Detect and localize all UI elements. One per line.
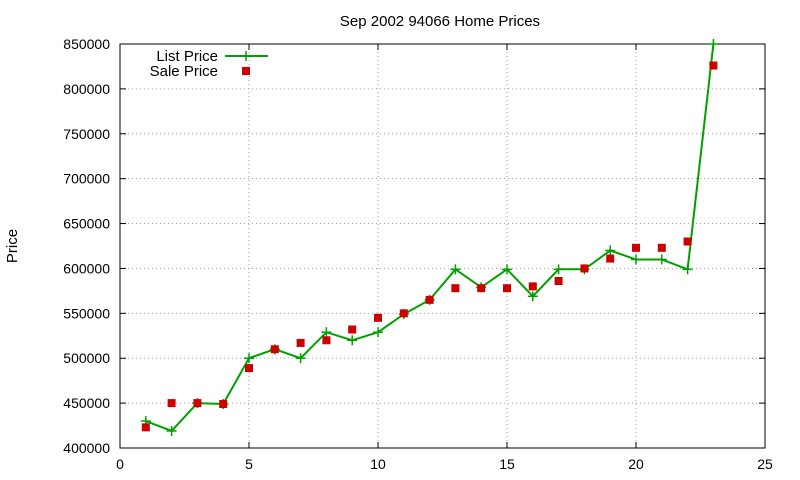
legend-swatch-plus [241,51,251,61]
sale-price-point [683,237,692,246]
sale-price-point [657,243,666,252]
list-price-line [145,43,715,433]
list-price-point [605,245,616,256]
sale-price-point [296,338,305,347]
sale-price-point [709,61,718,70]
x-tick-label: 15 [499,456,515,472]
list-price-point [450,264,461,275]
list-price-point [682,264,693,275]
sale-price-point [245,364,253,373]
list-price-point [347,335,358,346]
list-price-point [244,353,254,364]
list-price-point [708,39,719,49]
sale-price-point [632,243,640,252]
legend-swatch-square [242,67,250,75]
list-price-point [631,254,641,265]
y-tick-label: 500000 [63,350,110,366]
sale-price-point [399,309,408,318]
list-price-point [656,254,667,265]
sale-price-point [141,423,150,432]
sale-price-point [374,313,382,322]
sale-price-point [425,295,434,304]
x-tick-label: 10 [370,456,386,472]
sale-price-point [477,284,486,293]
sale-price-point [167,399,176,408]
y-axis-label: Price [4,229,21,263]
y-tick-label: 400000 [63,440,110,456]
legend-label: Sale Price [150,63,218,80]
x-tick-label: 20 [628,456,644,472]
list-price-point [295,353,306,364]
list-price-point [527,291,538,302]
y-tick-label: 600000 [63,260,110,276]
list-price-point [321,327,332,338]
sale-price-point [503,284,511,293]
y-tick-label: 550000 [63,305,110,321]
y-tick-label: 800000 [63,81,110,97]
y-tick-label: 450000 [63,395,110,411]
y-tick-label: 650000 [63,216,110,232]
series [140,39,719,436]
sale-price-point [580,264,589,273]
plot-frame [119,43,766,449]
axis-ticks: 0 5 10 15 20 25 400000 450000 500000 550000 600000… [63,36,773,472]
sale-price-point [451,284,460,293]
y-tick-label: 700000 [63,171,110,187]
sale-price-point [606,254,615,263]
sale-price-point [270,345,279,354]
legend-label: List Price [156,48,218,65]
y-tick-label: 850000 [63,36,110,52]
list-price-point [553,264,564,275]
list-price-point [166,425,177,436]
y-tick-label: 750000 [63,126,110,142]
sale-price-point [554,277,563,286]
x-tick-label: 25 [757,456,773,472]
sale-price-point [219,400,228,409]
chart-title: Sep 2002 94066 Home Prices [340,13,540,30]
x-tick-label: 5 [245,456,253,472]
x-tick-label: 0 [116,456,124,472]
sale-price-point [322,336,331,345]
sale-price-point [348,325,357,334]
grid [120,44,765,448]
list-price-point [502,264,512,275]
sale-price-point [528,282,537,291]
list-price-point [373,327,383,338]
sale-price-point [193,399,202,408]
